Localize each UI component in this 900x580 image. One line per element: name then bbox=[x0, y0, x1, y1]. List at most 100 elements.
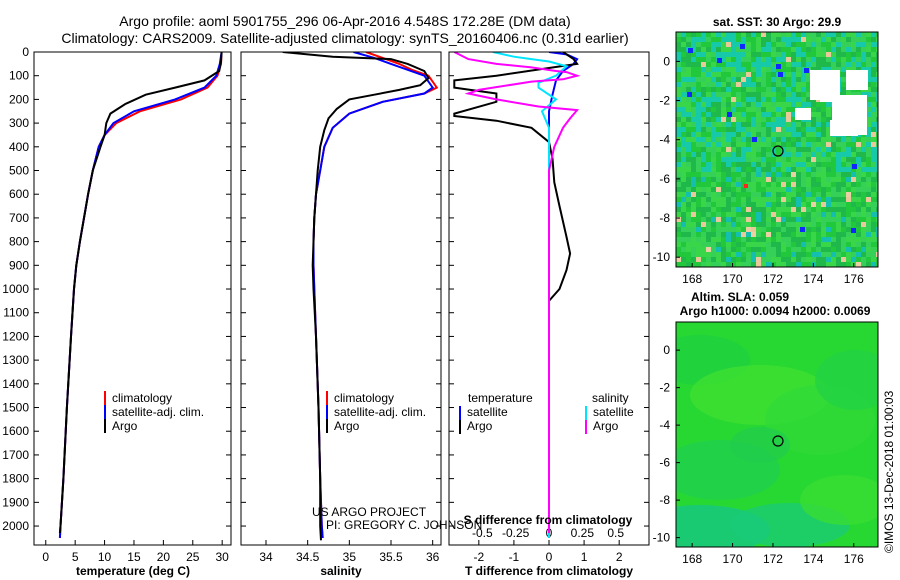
sst-cell bbox=[811, 197, 816, 202]
sst-cell bbox=[741, 157, 746, 162]
x-tick-label: 5 bbox=[72, 550, 79, 564]
sst-cell bbox=[776, 217, 781, 222]
sst-cell bbox=[796, 177, 801, 182]
sst-cell bbox=[726, 57, 731, 62]
sst-cell bbox=[751, 177, 756, 182]
sst-cell bbox=[801, 252, 806, 257]
sst-cell bbox=[826, 197, 831, 202]
sst-cell bbox=[866, 127, 871, 132]
sst-cell bbox=[861, 62, 866, 67]
sst-cell bbox=[806, 37, 811, 42]
sst-cell bbox=[786, 172, 791, 177]
sst-cell bbox=[701, 257, 706, 262]
sst-cell bbox=[751, 47, 756, 52]
sst-cell bbox=[736, 187, 741, 192]
sst-cell bbox=[716, 152, 721, 157]
sst-cell bbox=[676, 122, 681, 127]
sst-cell bbox=[791, 172, 796, 177]
sst-cell bbox=[811, 147, 816, 152]
sst-cell bbox=[846, 242, 851, 247]
sst-cell bbox=[736, 102, 741, 107]
sst-cell bbox=[801, 257, 806, 262]
sst-cell bbox=[856, 242, 861, 247]
sst-cell bbox=[866, 212, 871, 217]
sst-cell bbox=[706, 112, 711, 117]
sst-cell bbox=[786, 217, 791, 222]
sst-cell bbox=[806, 227, 811, 232]
sst-cell bbox=[846, 177, 851, 182]
sst-cell bbox=[851, 232, 856, 237]
sst-cell bbox=[696, 167, 701, 172]
sst-cell bbox=[811, 212, 816, 217]
sst-cell bbox=[741, 182, 746, 187]
sst-cell bbox=[866, 187, 871, 192]
sst-cell bbox=[701, 162, 706, 167]
sst-cell bbox=[796, 137, 801, 142]
sst-cell bbox=[751, 142, 756, 147]
sst-cell bbox=[736, 87, 741, 92]
sst-cell bbox=[851, 172, 856, 177]
sst-cell bbox=[741, 152, 746, 157]
sst-cell bbox=[726, 67, 731, 72]
sst-cell bbox=[776, 207, 781, 212]
sst-cell bbox=[756, 242, 761, 247]
sst-cell bbox=[676, 262, 681, 267]
sst-cell bbox=[686, 42, 691, 47]
sst-cell bbox=[841, 92, 846, 97]
sst-cell bbox=[676, 242, 681, 247]
sst-cell bbox=[736, 57, 741, 62]
sst-cell bbox=[681, 227, 686, 232]
sla-map-field bbox=[676, 322, 878, 547]
sst-cell bbox=[851, 52, 856, 57]
sst-cell bbox=[676, 32, 681, 37]
sst-cell bbox=[681, 77, 686, 82]
sst-cell bbox=[796, 32, 801, 37]
sst-cell bbox=[676, 127, 681, 132]
sst-cell bbox=[851, 202, 856, 207]
sst-cell bbox=[796, 52, 801, 57]
sst-cell bbox=[796, 72, 801, 77]
x-tick-label: 25 bbox=[186, 550, 200, 564]
sst-cell bbox=[781, 262, 786, 267]
sst-cell bbox=[866, 77, 871, 82]
sst-cell bbox=[811, 127, 816, 132]
sst-cell bbox=[871, 207, 876, 212]
sst-cell bbox=[756, 217, 761, 222]
sst-cell bbox=[876, 207, 878, 212]
sst-cell bbox=[746, 67, 751, 72]
sst-cell bbox=[751, 172, 756, 177]
sst-cell bbox=[816, 162, 821, 167]
sst-cell bbox=[681, 97, 686, 102]
sst-cell bbox=[866, 147, 871, 152]
sst-cell bbox=[786, 187, 791, 192]
sst-cell bbox=[816, 122, 821, 127]
sst-cell bbox=[861, 47, 866, 52]
sst-cell bbox=[686, 117, 691, 122]
sst-cell bbox=[746, 252, 751, 257]
sst-cell bbox=[791, 237, 796, 242]
sst-cell bbox=[781, 47, 786, 52]
sst-cell bbox=[686, 77, 691, 82]
difference-plot-frame bbox=[448, 51, 650, 546]
sst-cell bbox=[776, 257, 781, 262]
sst-cell bbox=[861, 242, 866, 247]
sst-cell bbox=[876, 232, 878, 237]
sst-cell bbox=[856, 212, 861, 217]
sst-cell bbox=[856, 197, 861, 202]
sst-cell bbox=[846, 252, 851, 257]
sst-cell bbox=[756, 147, 761, 152]
sst-cell bbox=[696, 162, 701, 167]
sst-cell bbox=[756, 52, 761, 57]
sst-cell bbox=[791, 182, 796, 187]
sst-cell bbox=[806, 127, 811, 132]
sst-cell bbox=[816, 247, 821, 252]
sst-cell bbox=[876, 122, 878, 127]
sst-cell bbox=[751, 252, 756, 257]
sst-cell bbox=[756, 177, 761, 182]
sst-cell bbox=[691, 37, 696, 42]
sst-cell bbox=[856, 252, 861, 257]
sst-cell bbox=[846, 232, 851, 237]
sst-cell bbox=[776, 42, 781, 47]
sst-cell bbox=[871, 217, 876, 222]
sst-cell bbox=[701, 207, 706, 212]
